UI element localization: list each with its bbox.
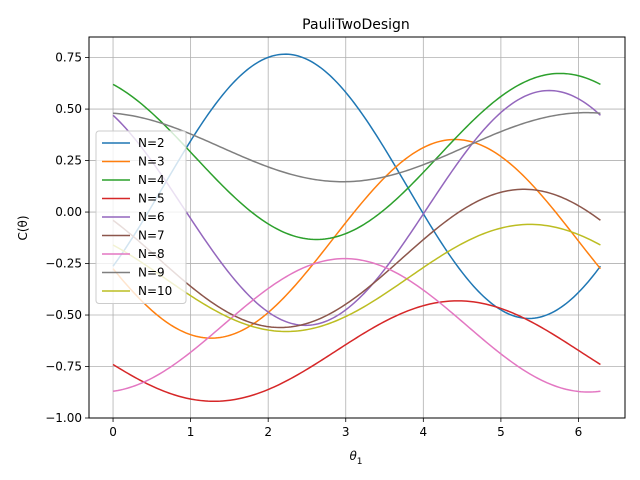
x-tick-label: 5 xyxy=(497,425,505,439)
legend-label: N=8 xyxy=(138,247,165,261)
y-tick-label: −1.00 xyxy=(45,411,82,425)
series-line-n-4 xyxy=(112,72,601,241)
legend-label: N=10 xyxy=(138,284,172,298)
x-tick-label: 2 xyxy=(264,425,272,439)
series-lines xyxy=(112,53,602,403)
legend-label: N=2 xyxy=(138,136,165,150)
legend-label: N=3 xyxy=(138,155,165,169)
series-line-n-8 xyxy=(112,257,601,393)
legend-box xyxy=(95,130,187,304)
y-ticks: −1.00 −0.75 −0.50 −0.25 0.00 0.25 0.50 0.75 xyxy=(45,51,89,425)
x-tick-label: 4 xyxy=(420,425,428,439)
series-line-n-3 xyxy=(112,138,602,339)
plot-frame xyxy=(88,36,626,419)
y-tick-label: 0.00 xyxy=(55,205,82,219)
y-tick-label: 0.25 xyxy=(55,154,82,168)
series-line-n-6 xyxy=(112,89,601,327)
y-axis-label: C(θ) xyxy=(16,215,30,240)
legend-label: N=5 xyxy=(138,192,165,206)
x-tick-label: 3 xyxy=(342,425,350,439)
series-line-n-9 xyxy=(112,111,601,183)
series-line-n-5 xyxy=(112,300,601,403)
series-line-n-7 xyxy=(112,188,601,329)
x-tick-label: 1 xyxy=(187,425,195,439)
chart-title: PauliTwoDesign xyxy=(302,17,410,33)
x-tick-label: 0 xyxy=(109,425,117,439)
x-axis-label-subscript: 1 xyxy=(357,457,363,467)
y-tick-label: 0.50 xyxy=(55,102,82,116)
y-tick-label: 0.75 xyxy=(55,51,82,65)
x-axis-label-main: θ xyxy=(349,449,357,463)
legend-label: N=4 xyxy=(138,173,165,187)
x-tick-label: 6 xyxy=(575,425,583,439)
x-axis-label: θ1 xyxy=(349,449,362,467)
x-ticks: 0 1 2 3 4 5 6 xyxy=(109,418,582,439)
legend-label: N=7 xyxy=(138,229,165,243)
legend: N=2 N=3 N=4 N=5 N=6 N=7 N=8 N=9 N=10 xyxy=(95,130,187,304)
y-tick-label: −0.75 xyxy=(45,360,82,374)
y-tick-label: −0.25 xyxy=(45,257,82,271)
legend-label: N=6 xyxy=(138,210,165,224)
y-tick-label: −0.50 xyxy=(45,308,82,322)
series-line-n-10 xyxy=(112,223,601,333)
legend-label: N=9 xyxy=(138,266,165,280)
